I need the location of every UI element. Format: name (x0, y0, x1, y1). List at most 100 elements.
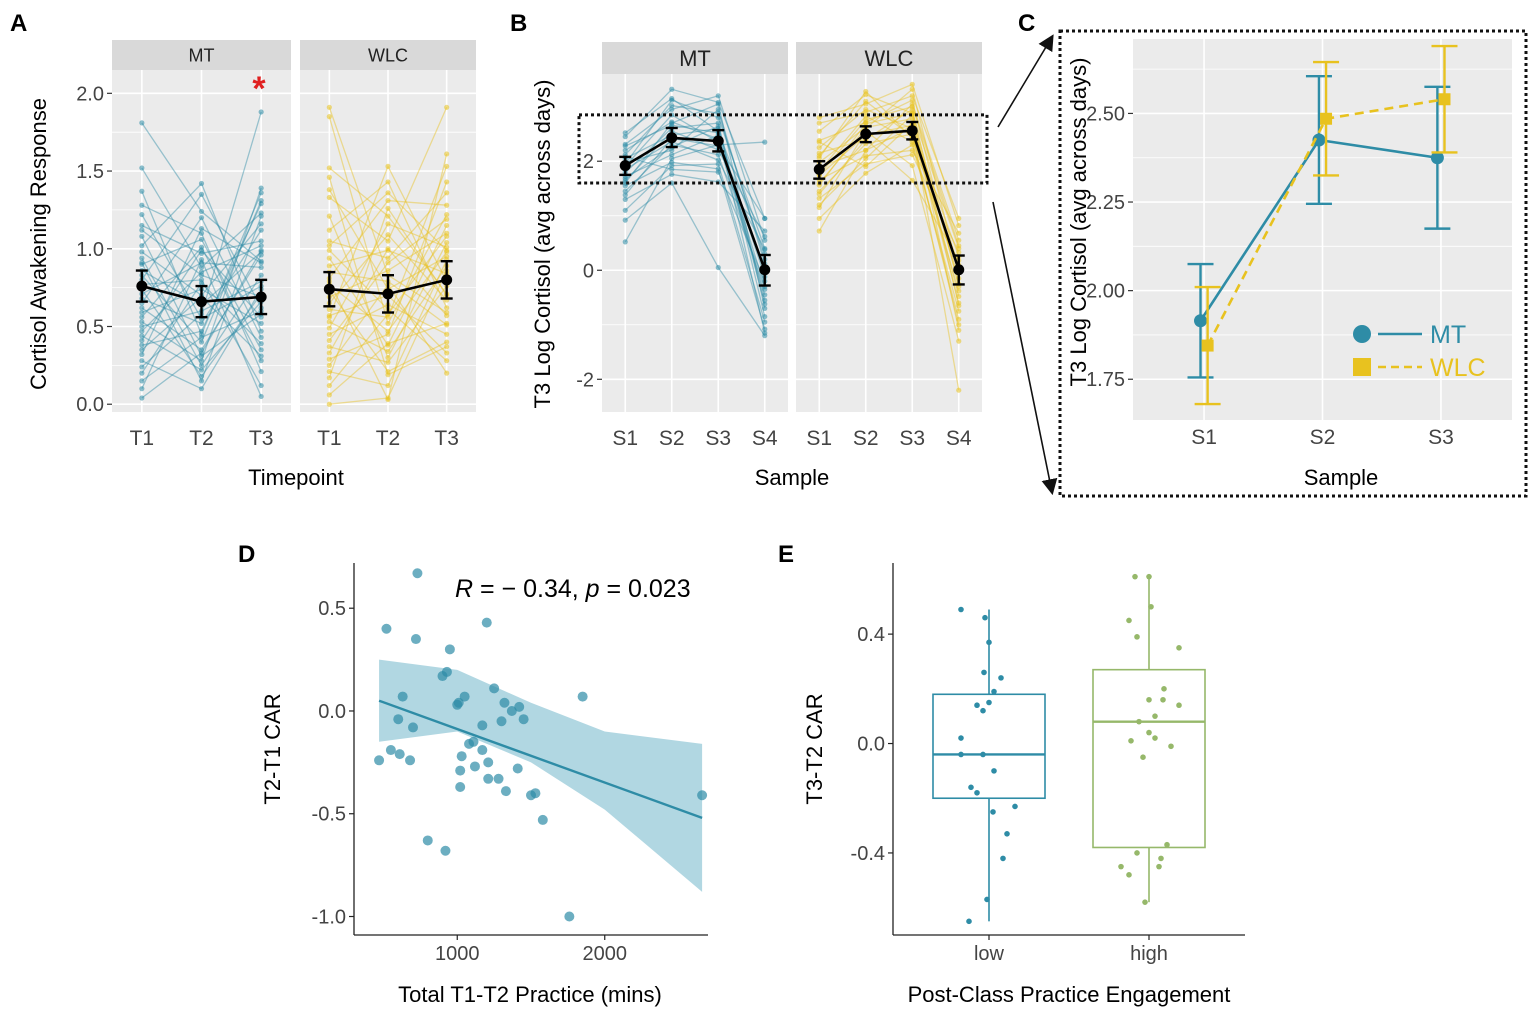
c-point-mt (1430, 151, 1444, 165)
a-x-tick-label: T1 (317, 427, 342, 450)
e-y-tick-label: -0.4 (851, 843, 885, 865)
a-subject-point (258, 243, 264, 249)
b-subject-point (956, 230, 962, 236)
b-subject-point (816, 144, 822, 151)
b-subject-line (818, 105, 960, 246)
a-subject-point (326, 325, 332, 331)
e-jitter-point-high (1156, 863, 1162, 870)
b-subject-point (956, 316, 962, 322)
correlation-annotation: R = − 0.34, p = 0.023 (455, 575, 691, 603)
b-subject-line (818, 100, 960, 325)
a-subject-point (444, 104, 450, 110)
panel-b-ylabel: T3 Log Cortisol (avg across days) (530, 80, 555, 409)
a-subject-point (198, 272, 205, 278)
a-subject-point (139, 188, 145, 194)
d-y-tick-label: -0.5 (312, 804, 346, 826)
b-subject-line (818, 121, 960, 304)
d-data-point (512, 763, 523, 774)
a-subject-point (258, 238, 264, 244)
b-y-tick-label: 0 (583, 260, 594, 282)
e-jitter-point-low (980, 751, 986, 758)
b-x-tick-label: S3 (899, 427, 925, 450)
a-subject-point (139, 364, 145, 370)
a-subject-point (139, 227, 145, 233)
b-subject-point (762, 233, 768, 240)
b-subject-line (819, 102, 960, 241)
d-data-point (537, 814, 548, 825)
a-x-tick-label: T2 (376, 427, 401, 450)
d-confidence-band (379, 659, 703, 892)
panel-e-xlabel: Post-Class Practice Engagement (908, 982, 1231, 1007)
a-subject-point (139, 305, 145, 311)
b-subject-point (622, 196, 628, 202)
a-subject-point (326, 375, 332, 381)
a-subject-point (139, 222, 145, 229)
b-mean-point (712, 135, 724, 147)
d-data-point (444, 644, 455, 655)
e-jitter-point-high (1148, 603, 1154, 610)
b-subject-line (819, 99, 960, 287)
a-strip-label-mt: MT (189, 45, 215, 65)
d-regression-line (378, 699, 703, 819)
a-subject-point (139, 233, 145, 239)
e-jitter-point-high (1134, 850, 1140, 856)
b-subject-point (956, 308, 962, 314)
d-data-point (499, 697, 510, 708)
panel-letter-B: B (510, 10, 527, 37)
b-strip-label-mt: MT (679, 46, 711, 71)
b-subject-line (818, 138, 960, 261)
d-data-point (464, 738, 475, 749)
b-subject-point (622, 188, 628, 194)
e-jitter-point-high (1142, 899, 1148, 905)
b-y-tick-label: -2 (576, 369, 594, 391)
b-subject-line (625, 156, 766, 282)
b-subject-point (622, 239, 628, 245)
d-x-tick-label: 1000 (435, 943, 480, 965)
b-subject-point (669, 122, 675, 128)
a-x-tick-label: T3 (434, 427, 459, 450)
a-subject-point (444, 179, 450, 185)
a-subject-point (444, 151, 450, 157)
e-jitter-point-high (1118, 863, 1124, 870)
d-data-point (481, 617, 492, 628)
stat-r: R (455, 575, 473, 603)
e-box-low (932, 693, 1046, 800)
b-panel-bg-mt (602, 74, 788, 412)
b-subject-point (622, 207, 628, 213)
a-subject-point (139, 319, 145, 325)
d-data-point (564, 911, 575, 922)
b-subject-point (669, 155, 675, 162)
e-y-tick-label: 0.0 (857, 734, 885, 756)
zoom-inset-frame (1058, 29, 1528, 498)
b-subject-point (956, 215, 962, 222)
b-subject-point (816, 191, 822, 197)
a-subject-point (139, 347, 145, 353)
a-subject-point (444, 305, 450, 311)
b-subject-line (625, 124, 766, 334)
a-subject-point (326, 344, 332, 350)
significance-star: * (252, 70, 266, 108)
a-subject-point (444, 358, 450, 364)
b-subject-point (909, 93, 915, 99)
b-subject-point (909, 97, 915, 103)
panel-a-ylabel: Cortisol Awakening Response (26, 98, 51, 390)
b-subject-point (863, 98, 869, 104)
a-subject-point (326, 247, 332, 253)
e-jitter-point-high (1126, 617, 1132, 624)
e-jitter-point-low (1000, 855, 1006, 862)
a-subject-point (258, 260, 264, 266)
d-data-point (577, 691, 588, 702)
a-subject-point (139, 165, 145, 171)
b-subject-point (762, 305, 768, 312)
b-subject-line (819, 83, 960, 226)
e-jitter-point-high (1160, 696, 1166, 703)
c-y-tick-label: 1.75 (1086, 369, 1125, 391)
a-subject-point (444, 216, 450, 222)
b-subject-point (762, 326, 768, 332)
b-subject-point (816, 195, 822, 201)
b-subject-line (624, 88, 766, 219)
b-subject-line (625, 108, 766, 264)
a-subject-point (139, 358, 145, 364)
a-y-tick-label: 2.0 (76, 83, 104, 105)
b-x-tick-label: S4 (752, 427, 778, 450)
